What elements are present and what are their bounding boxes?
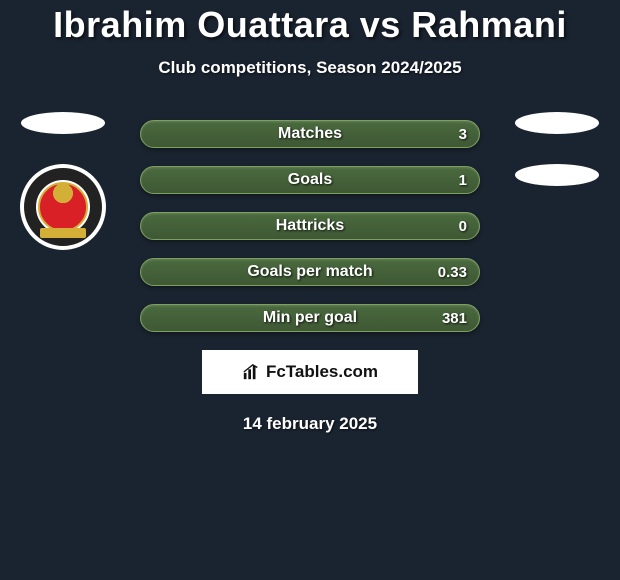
stat-right-value: 1 [459,167,467,193]
badge-core [38,182,88,232]
stat-right-value: 0.33 [438,259,467,285]
player-photo-placeholder [21,112,105,134]
right-player-column [512,112,602,216]
stat-label: Goals per match [247,263,372,281]
brand-text: FcTables.com [266,362,378,382]
club-badge-esperance [20,164,106,250]
competition-subtitle: Club competitions, Season 2024/2025 [0,58,620,78]
stat-label: Hattricks [276,217,344,235]
stat-label: Min per goal [263,309,357,327]
stat-label: Matches [278,125,342,143]
stat-right-value: 3 [459,121,467,147]
stat-row-min-per-goal: Min per goal 381 [140,304,480,332]
comparison-content: Matches 3 Goals 1 Hattricks 0 Goals per … [0,120,620,434]
stat-row-goals-per-match: Goals per match 0.33 [140,258,480,286]
player-photo-placeholder [515,112,599,134]
stats-rows: Matches 3 Goals 1 Hattricks 0 Goals per … [140,120,480,332]
badge-stripe [40,228,86,238]
stat-row-goals: Goals 1 [140,166,480,194]
stat-row-hattricks: Hattricks 0 [140,212,480,240]
bar-chart-icon [242,363,260,381]
brand-box[interactable]: FcTables.com [202,350,418,394]
stat-right-value: 0 [459,213,467,239]
stat-row-matches: Matches 3 [140,120,480,148]
snapshot-date: 14 february 2025 [0,414,620,434]
stat-right-value: 381 [442,305,467,331]
club-badge-placeholder [515,164,599,186]
left-player-column [18,112,108,250]
stat-label: Goals [288,171,332,189]
comparison-title: Ibrahim Ouattara vs Rahmani [0,0,620,46]
